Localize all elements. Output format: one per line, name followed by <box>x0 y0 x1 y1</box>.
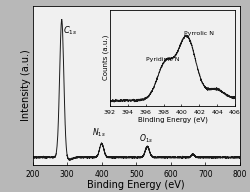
Text: $C_{1s}$: $C_{1s}$ <box>62 24 77 37</box>
Text: $O_{1s}$: $O_{1s}$ <box>138 132 153 145</box>
X-axis label: Binding Energy (eV): Binding Energy (eV) <box>138 117 208 123</box>
Text: Pyridinic N: Pyridinic N <box>146 57 179 62</box>
Text: $N_{1s}$: $N_{1s}$ <box>92 126 106 139</box>
Text: Pyrrolic N: Pyrrolic N <box>184 31 214 36</box>
Y-axis label: Intensity (a.u.): Intensity (a.u.) <box>21 50 31 121</box>
X-axis label: Binding Energy (eV): Binding Energy (eV) <box>88 180 185 190</box>
Y-axis label: Counts (a.u.): Counts (a.u.) <box>102 35 108 80</box>
